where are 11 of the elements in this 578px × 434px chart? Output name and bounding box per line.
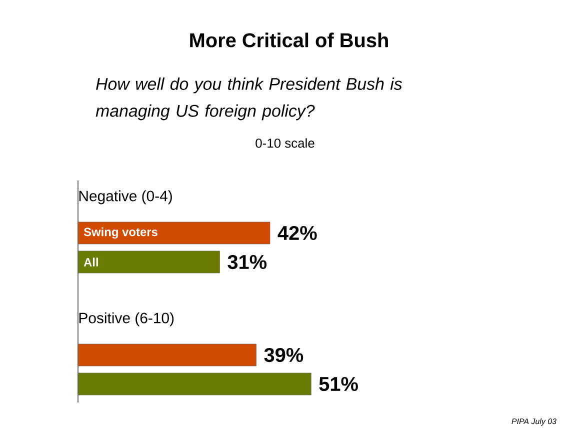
y-tick-label: Positive (6-10) — [79, 312, 174, 326]
series-label: Swing voters — [84, 227, 158, 239]
data-label: 51% — [319, 376, 358, 392]
y-tick-label: Negative (0-4) — [79, 190, 172, 204]
chart-subtitle: How well do you think President Bush is managing US foreign policy? — [96, 78, 402, 120]
data-label: 42% — [278, 226, 317, 240]
series-label: All — [84, 258, 98, 266]
text: 0-10 scale — [256, 138, 314, 148]
data-label: 31% — [228, 254, 267, 270]
chart-title: More Critical of Bush — [190, 32, 388, 48]
data-label: 39% — [264, 348, 304, 362]
